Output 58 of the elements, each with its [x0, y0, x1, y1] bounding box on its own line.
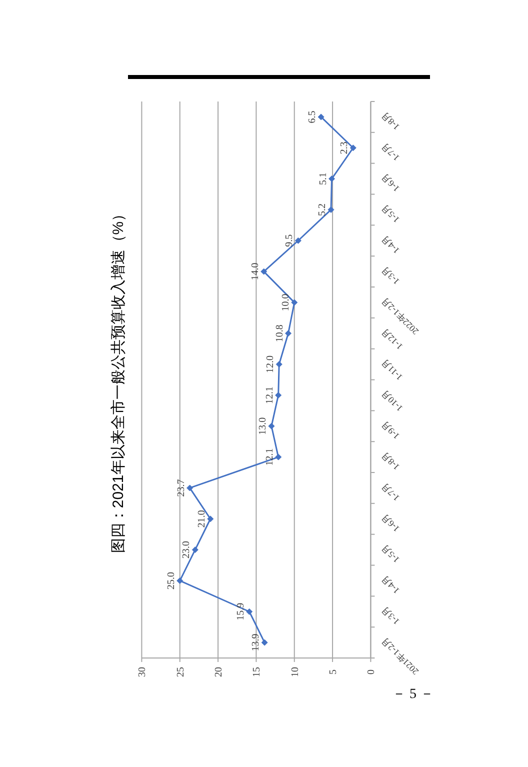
x-tick-label: 25	[175, 667, 186, 677]
data-label: 15.9	[235, 602, 246, 620]
data-label: 5.2	[317, 203, 328, 216]
point	[246, 608, 253, 615]
point	[176, 577, 184, 584]
x-tick-label: 15	[252, 667, 263, 677]
point	[276, 361, 282, 368]
point	[186, 484, 194, 492]
data-label: 6.5	[307, 110, 318, 124]
x-tick-label: 10	[290, 667, 301, 677]
data-label: 12.0	[265, 356, 276, 374]
point	[318, 114, 324, 120]
point	[275, 392, 282, 398]
point	[275, 454, 282, 460]
data-label: 9.5	[284, 234, 296, 247]
data-label: 2.3	[339, 142, 350, 154]
x-tick-label: 5	[328, 670, 340, 674]
point	[285, 330, 292, 337]
text: 图四：2021年以来全市一般公共预算收入增速（%）	[110, 206, 127, 554]
y-tick-label: 1-5月	[380, 202, 402, 225]
point	[192, 546, 198, 554]
y-tick-label: 1-8月	[380, 110, 402, 132]
point	[268, 422, 275, 430]
data-label: 21.0	[196, 510, 208, 528]
y-tick-label: 1-8月	[380, 450, 402, 472]
data-label: 5.1	[318, 172, 329, 186]
y-tick-label: 1-3月	[380, 264, 402, 287]
y-tick-label: 1-4月	[380, 234, 402, 256]
data-label: 13.9	[250, 634, 262, 652]
data-label: 23.0	[181, 541, 192, 559]
y-tick-label: 1-7月	[380, 141, 402, 163]
data-label: 14.0	[250, 262, 261, 280]
point	[261, 639, 268, 646]
data-label: 25.0	[166, 572, 177, 590]
point	[207, 516, 214, 522]
point	[291, 299, 298, 306]
x-tick-label: 20	[214, 667, 225, 677]
point	[328, 176, 336, 182]
data-label: 23.7	[176, 479, 187, 497]
y-tick-label: 1-5月	[380, 542, 402, 565]
point	[350, 144, 356, 152]
y-tick-label: 1-7月	[380, 481, 402, 504]
y-tick-label: 1-9月	[380, 419, 402, 442]
y-tick-label: 1-6月	[380, 512, 402, 534]
point	[260, 268, 268, 275]
point	[294, 237, 302, 244]
data-label: 10.8	[274, 324, 286, 342]
y-tick-label: 1-3月	[380, 604, 402, 627]
data-label: 12.1	[264, 386, 276, 404]
x-tick-label: 0	[366, 670, 378, 674]
text: － 5 －	[392, 687, 434, 702]
data-label: 10.0	[280, 294, 292, 312]
y-tick-label: 1-6月	[380, 172, 402, 194]
data-label: 12.1	[264, 448, 276, 466]
x-tick-label: 30	[137, 667, 148, 677]
data-label: 13.0	[257, 417, 268, 435]
y-tick-label: 1-4月	[380, 574, 402, 596]
point	[328, 206, 334, 213]
